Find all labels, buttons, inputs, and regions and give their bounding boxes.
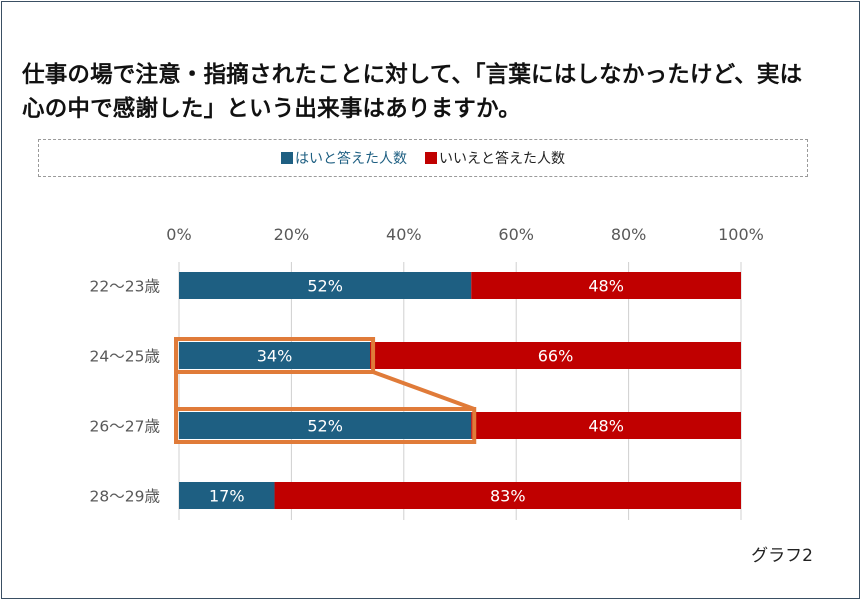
data-label-yes: 34% [257,347,293,366]
chart-title: 仕事の場で注意・指摘されたことに対して、「言葉にはしなかったけど、実は心の中で感… [22,62,803,122]
data-label-yes: 52% [307,417,343,436]
bar-yes [179,342,371,369]
legend-swatch-yes [281,152,293,164]
data-label-yes: 17% [209,487,245,506]
legend-label-yes: はいと答えた人数 [295,151,407,167]
data-label-no: 48% [588,277,624,296]
category-label: 24〜25歳 [90,348,160,366]
category-label: 22〜23歳 [90,278,160,296]
bar-no [370,342,741,369]
legend-item-no: いいえと答えた人数 [425,148,565,168]
data-label-no: 66% [538,347,574,366]
legend-item-yes: はいと答えた人数 [281,148,407,168]
data-label-yes: 52% [307,277,343,296]
legend: はいと答えた人数 いいえと答えた人数 [38,139,808,177]
bar-yes [179,272,472,299]
bar-yes [179,482,275,509]
bar-no [471,412,741,439]
x-tick-label: 80% [611,225,647,244]
bar-no [471,272,741,299]
bar-no [274,482,741,509]
legend-label-no: いいえと答えた人数 [439,151,565,167]
highlight-box-24-25 [174,337,376,374]
legend-swatch-no [425,152,437,164]
data-label-no: 83% [490,487,526,506]
highlight-connector-right [372,370,475,411]
x-tick-label: 60% [498,225,534,244]
category-label: 26〜27歳 [90,418,160,436]
bar-yes [179,412,472,439]
x-tick-label: 100% [718,225,764,244]
data-label-no: 48% [588,417,624,436]
highlight-box-26-27 [174,407,477,444]
x-tick-label: 20% [274,225,310,244]
graph-caption: グラフ2 [751,546,813,566]
category-label: 28〜29歳 [90,488,160,506]
x-tick-label: 40% [386,225,422,244]
x-tick-label: 0% [166,225,191,244]
